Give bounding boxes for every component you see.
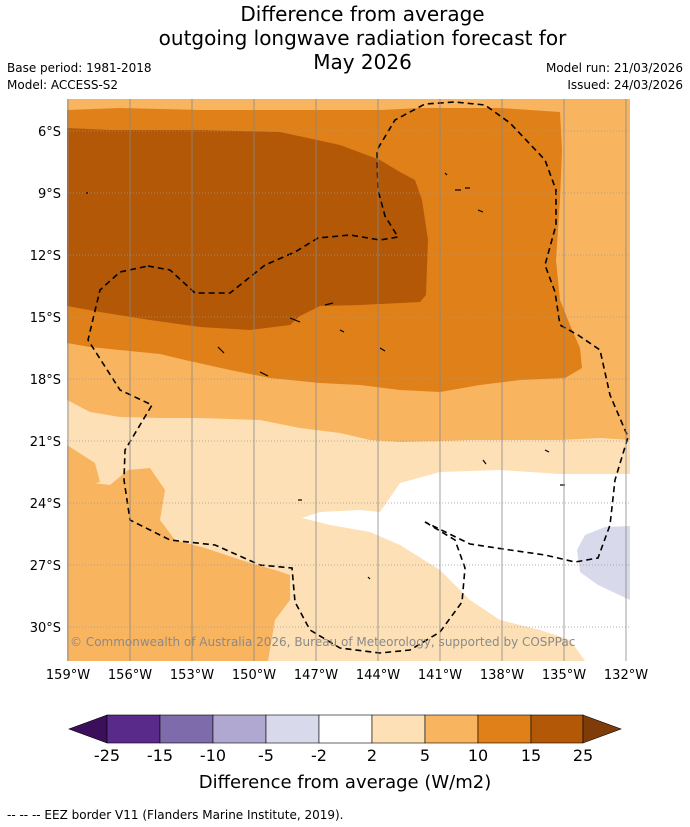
colorbar-extend-high — [582, 714, 622, 744]
colorbar-tick-5: 5 — [420, 746, 430, 765]
lat-label-9s: 9°S — [38, 187, 61, 202]
colorbar-tick-m5: -5 — [258, 746, 274, 765]
lat-label-15s: 15°S — [30, 311, 61, 326]
lat-label-24s: 24°S — [30, 497, 61, 512]
island-9 — [259, 371, 269, 377]
lon-axis-labels: 159°W 156°W 153°W 150°W 147°W 144°W 141°… — [46, 668, 648, 683]
anomaly-field — [67, 99, 630, 661]
colorbar-tick-25: 25 — [573, 746, 593, 765]
colorbar-bin-m2-2 — [318, 714, 373, 744]
colorbar-tick-m15: -15 — [147, 746, 173, 765]
island-7 — [339, 329, 345, 333]
lon-label-132w: 132°W — [604, 668, 648, 683]
field-band-15-25 — [67, 128, 428, 330]
islands — [86, 172, 565, 580]
model-run: Model run: 21/03/2026 — [545, 61, 683, 75]
island-10 — [379, 347, 386, 352]
island-8 — [217, 346, 225, 354]
colorbar-tick-2: 2 — [367, 746, 377, 765]
island-6 — [289, 317, 301, 323]
island-12 — [544, 449, 550, 453]
lat-label-6s: 6°S — [38, 125, 61, 140]
colorbar-tick-m2: -2 — [311, 746, 327, 765]
eez-legend: -- -- -- EEZ border V11 (Flanders Marine… — [7, 808, 344, 822]
map-title: Difference from average outgoing longwav… — [0, 2, 690, 74]
colorbar-bin-5-10 — [424, 714, 479, 744]
colorbar — [68, 714, 622, 744]
island-15 — [367, 576, 371, 580]
colorbar-title: Difference from average (W/m2) — [199, 772, 491, 793]
colorbar-tick-15: 15 — [521, 746, 541, 765]
colorbar-bin-m25-m15 — [106, 714, 161, 744]
lat-axis-labels: 6°S 9°S 12°S 15°S 18°S 21°S 24°S 27°S 30… — [30, 125, 61, 636]
title-line-1: Difference from average — [240, 2, 485, 26]
colorbar-tick-m25: -25 — [94, 746, 120, 765]
lon-label-153w: 153°W — [170, 668, 214, 683]
lat-label-12s: 12°S — [30, 249, 61, 264]
lon-label-141w: 141°W — [418, 668, 462, 683]
colorbar-bin-10-15 — [477, 714, 532, 744]
field-band-minus5-minus2 — [577, 526, 630, 600]
base-period: Base period: 1981-2018 — [7, 61, 152, 75]
lon-label-135w: 135°W — [542, 668, 586, 683]
colorbar-extend-low — [68, 714, 108, 744]
lat-label-18s: 18°S — [30, 373, 61, 388]
lon-label-156w: 156°W — [108, 668, 152, 683]
lon-label-147w: 147°W — [294, 668, 338, 683]
model-name: Model: ACCESS-S2 — [7, 78, 119, 92]
meta-left: Base period: 1981-2018 Model: ACCESS-S2 — [7, 60, 152, 94]
title-line-2: outgoing longwave radiation forecast for — [158, 26, 567, 50]
lon-label-138w: 138°W — [480, 668, 524, 683]
copyright-notice: © Commonwealth of Australia 2026, Bureau… — [70, 635, 575, 649]
colorbar-bin-m5-m2 — [265, 714, 320, 744]
colorbar-ticks: -25 -15 -10 -5 -2 2 5 10 15 25 — [94, 746, 593, 765]
lon-label-150w: 150°W — [232, 668, 276, 683]
island-2 — [477, 209, 484, 213]
island-11 — [482, 459, 487, 465]
colorbar-tick-10: 10 — [468, 746, 488, 765]
island-4 — [444, 172, 448, 176]
island-5 — [324, 302, 334, 306]
issued-date: Issued: 24/03/2026 — [567, 78, 683, 92]
colorbar-tick-m10: -10 — [200, 746, 226, 765]
title-line-3: May 2026 — [313, 50, 412, 74]
eez-border-cook-islands — [147, 101, 629, 563]
colorbar-bin-15-25 — [530, 714, 584, 744]
lon-label-144w: 144°W — [356, 668, 400, 683]
meta-right: Model run: 21/03/2026 Issued: 24/03/2026 — [546, 60, 683, 94]
lat-label-30s: 30°S — [30, 621, 61, 636]
lon-label-159w: 159°W — [46, 668, 90, 683]
colorbar-bin-m10-m5 — [212, 714, 267, 744]
field-band-minus2-2 — [302, 470, 630, 661]
colorbar-bin-m15-m10 — [159, 714, 214, 744]
gridlines — [67, 130, 630, 628]
meridians — [67, 99, 627, 661]
lat-label-27s: 27°S — [30, 559, 61, 574]
colorbar-bin-2-5 — [371, 714, 426, 744]
lat-label-21s: 21°S — [30, 435, 61, 450]
